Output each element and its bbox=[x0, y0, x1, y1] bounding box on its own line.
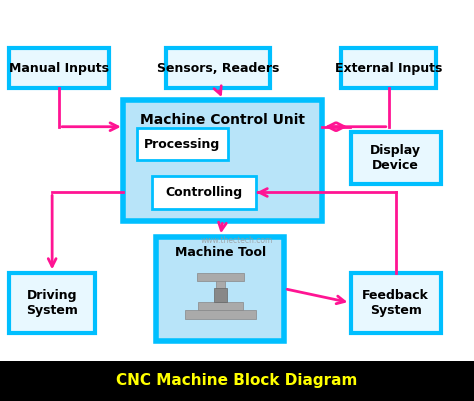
Text: Driving
System: Driving System bbox=[26, 289, 78, 317]
FancyBboxPatch shape bbox=[123, 100, 322, 221]
FancyBboxPatch shape bbox=[9, 48, 109, 88]
Text: Feedback
System: Feedback System bbox=[362, 289, 429, 317]
FancyBboxPatch shape bbox=[341, 48, 436, 88]
FancyBboxPatch shape bbox=[198, 302, 243, 310]
Text: Controlling: Controlling bbox=[165, 186, 242, 199]
Text: Machine Control Unit: Machine Control Unit bbox=[140, 113, 305, 127]
FancyBboxPatch shape bbox=[166, 48, 270, 88]
FancyBboxPatch shape bbox=[214, 288, 227, 302]
FancyBboxPatch shape bbox=[351, 132, 441, 184]
Text: Processing: Processing bbox=[145, 138, 220, 151]
FancyBboxPatch shape bbox=[0, 361, 474, 401]
FancyBboxPatch shape bbox=[216, 278, 225, 302]
FancyBboxPatch shape bbox=[152, 176, 256, 209]
Text: CNC Machine Block Diagram: CNC Machine Block Diagram bbox=[116, 373, 358, 389]
FancyBboxPatch shape bbox=[351, 273, 441, 333]
FancyBboxPatch shape bbox=[185, 310, 256, 319]
FancyBboxPatch shape bbox=[197, 273, 244, 281]
Text: External Inputs: External Inputs bbox=[335, 62, 442, 75]
Text: Sensors, Readers: Sensors, Readers bbox=[157, 62, 279, 75]
FancyBboxPatch shape bbox=[156, 237, 284, 341]
Text: Machine Tool: Machine Tool bbox=[175, 246, 266, 259]
Text: www.thectech.com: www.thectech.com bbox=[201, 236, 273, 245]
FancyBboxPatch shape bbox=[137, 128, 228, 160]
FancyBboxPatch shape bbox=[9, 273, 95, 333]
Text: Display
Device: Display Device bbox=[370, 144, 421, 172]
Text: Manual Inputs: Manual Inputs bbox=[9, 62, 109, 75]
